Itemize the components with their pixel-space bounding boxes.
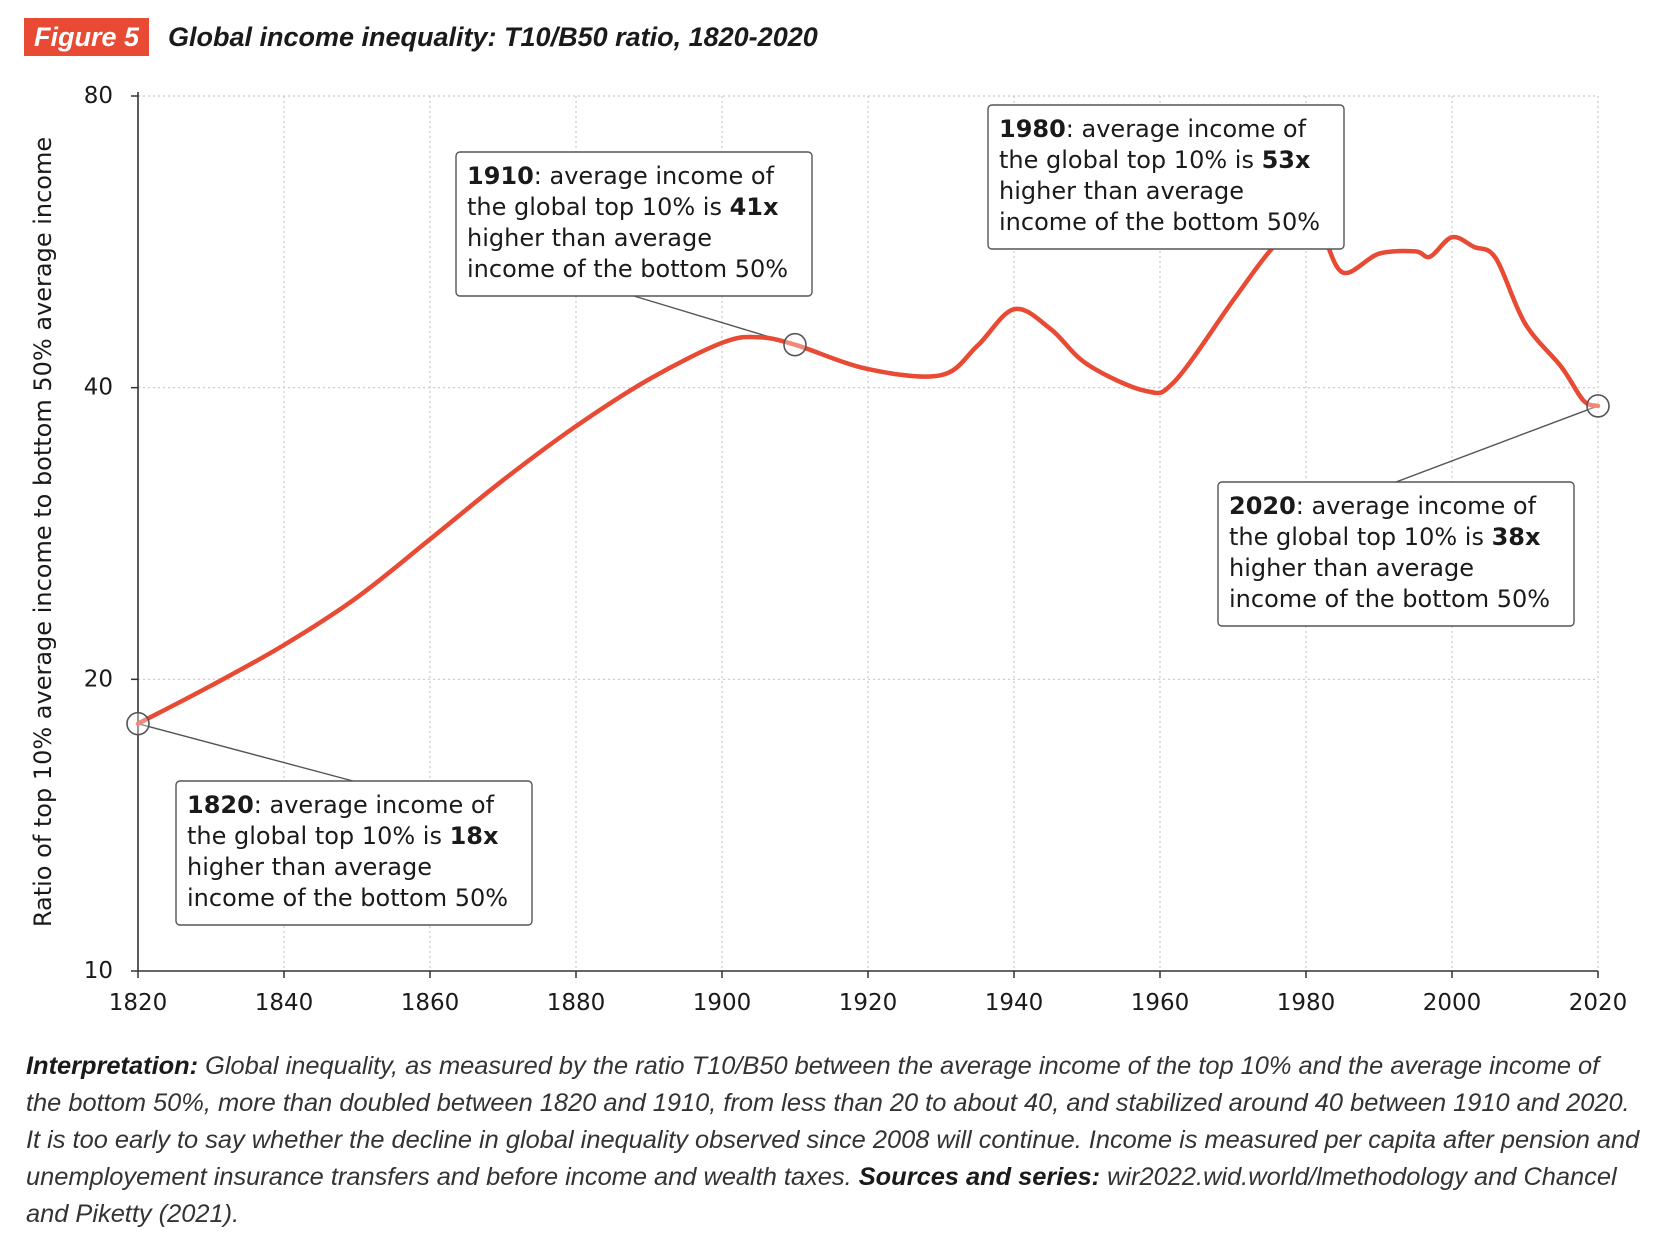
annotation-text: the global top 10% is [1229,523,1492,551]
x-tick-label: 1880 [547,990,606,1016]
annotation-ratio: 41x [730,193,779,221]
figure-caption: Interpretation: Global inequality, as me… [26,1048,1641,1233]
annotation-box [175,780,533,926]
annotation-2020: 2020: average income of the global top 10… [1217,481,1575,627]
annotation-line-2: the global top 10% is 18x [187,822,499,850]
figure-title: Global income inequality: T10/B50 ratio,… [168,22,818,52]
annotation-year: 1910 [467,162,534,190]
annotation-line-2: the global top 10% is 41x [467,193,779,221]
figure-badge: Figure 5 [24,18,150,56]
annotation-line-1: 1820: average income of [187,791,495,819]
annotation-line-4: income of the bottom 50% [187,884,508,912]
annotation-text: the global top 10% is [999,146,1262,174]
data-point-marker [783,332,807,357]
annotation-1910: 1910: average income of the global top 10… [455,151,813,297]
y-tick-label: 40 [84,375,113,401]
y-tick-label: 10 [84,958,113,984]
annotation-text: the global top 10% is [467,193,730,221]
x-tick-label: 1920 [839,990,898,1016]
annotation-line-4: income of the bottom 50% [1229,585,1550,613]
annotation-line-2: the global top 10% is 38x [1229,523,1541,551]
tick-labels: 1820 1840 1860 1880 1900 1920 1940 1960 1980 2000… [84,83,1628,1016]
x-tick-label: 1940 [985,990,1044,1016]
annotation-line-1: 2020: average income of [1229,492,1537,520]
annotation-ratio: 38x [1492,523,1541,551]
annotation-box [987,104,1345,250]
annotation-year: 2020 [1229,492,1296,520]
annotation-year: 1980 [999,115,1066,143]
annotation-year: 1820 [187,791,254,819]
annotation-line-3: higher than average [999,177,1244,205]
annotation-ratio: 53x [1262,146,1311,174]
x-tick-label: 1980 [1277,990,1336,1016]
sources-text: wir2022.wid.world/lmethodology and Chanc… [26,1163,1617,1228]
annotation-line-1: 1980: average income of [999,115,1307,143]
data-point-marker [1586,394,1610,418]
annotation-box [1217,481,1575,627]
y-axis-label: Ratio of top 10% average income to botto… [29,137,57,927]
line-chart: 1820 1840 1860 1880 1900 1920 1940 1960 1980 2000… [29,83,1628,1016]
data-point-marker [126,711,150,736]
interpretation-label: Interpretation: [26,1052,199,1080]
interpretation-text: Global inequality, as measured by the ra… [26,1052,1640,1191]
annotation-line-1: 1910: average income of [467,162,775,190]
x-tick-label: 1860 [401,990,460,1016]
annotation-text: the global top 10% is [187,822,450,850]
annotation-line-3: higher than average [467,224,712,252]
annotation-line-3: higher than average [1229,554,1474,582]
x-tick-label: 1820 [109,990,168,1016]
annotation-line-3: higher than average [187,853,432,881]
annotation-text: : average income of [1066,115,1307,143]
annotation-line-4: income of the bottom 50% [467,255,788,283]
annotation-line-2: the global top 10% is 53x [999,146,1311,174]
axes [131,92,1599,978]
x-tick-label: 1900 [693,990,752,1016]
annotation-line-4: income of the bottom 50% [999,208,1320,236]
y-tick-label: 20 [84,666,113,692]
annotation-1820: 1820: average income of the global top 10… [175,780,533,926]
x-tick-label: 1960 [1131,990,1190,1016]
x-tick-label: 2000 [1423,990,1482,1016]
annotation-text: : average income of [534,162,775,190]
y-tick-label: 80 [84,83,113,109]
x-tick-label: 2020 [1569,990,1628,1016]
annotation-leader-line [1395,405,1599,483]
annotation-leader-line [137,722,354,782]
sources-label: Sources and series: [858,1163,1101,1191]
series-line [135,210,1601,726]
annotation-1980: 1980: average income of the global top 10… [987,104,1345,250]
annotation-box [455,151,813,297]
annotation-text: : average income of [254,791,495,819]
annotation-ratio: 18x [450,822,499,850]
annotation-text: : average income of [1296,492,1537,520]
x-tick-label: 1840 [255,990,314,1016]
